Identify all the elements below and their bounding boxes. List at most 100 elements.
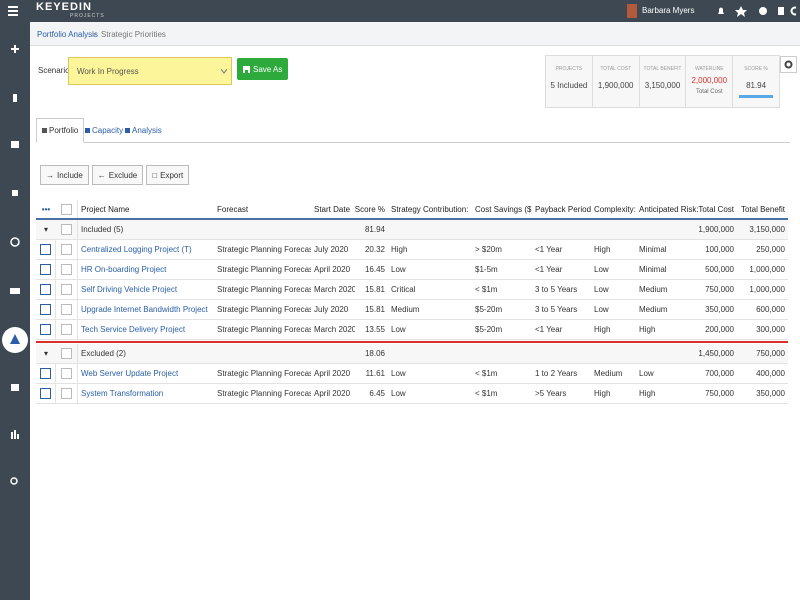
tab[interactable]: Analysis — [120, 118, 167, 143]
gear-icon — [781, 57, 796, 72]
table-header: •••Project NameForecastStart DateScore %… — [36, 200, 788, 220]
edit-button[interactable] — [36, 320, 56, 339]
action-button[interactable]: ←Exclude — [92, 165, 143, 185]
select-all-box[interactable] — [61, 204, 72, 215]
group-label: Included (5) — [78, 220, 214, 239]
row-checkbox[interactable] — [56, 260, 78, 279]
table-cell: < $1m — [472, 364, 532, 383]
table-cell: Strategic Planning Forecast — [214, 364, 311, 383]
table-cell: Medium — [636, 300, 698, 319]
edit-button[interactable] — [36, 384, 56, 403]
table-cell: <1 Year — [532, 260, 591, 279]
row-checkbox[interactable] — [56, 300, 78, 319]
table-cell: Low — [388, 364, 472, 383]
project-row: Upgrade Internet Bandwidth ProjectStrate… — [36, 300, 788, 320]
table-cell: <1 Year — [532, 240, 591, 259]
edit-button-box[interactable] — [40, 264, 51, 275]
tab-icon — [85, 128, 90, 133]
breadcrumb-link[interactable]: Portfolio Analysis — [37, 30, 98, 39]
tab[interactable]: Portfolio — [36, 118, 84, 143]
edit-button-box[interactable] — [40, 284, 51, 295]
table-cell: 100,000 — [698, 240, 737, 259]
score-bar — [739, 95, 773, 98]
button-label: Include — [57, 171, 83, 180]
project-row: HR On-boarding ProjectStrategic Planning… — [36, 260, 788, 280]
project-link[interactable]: HR On-boarding Project — [78, 260, 214, 279]
table-cell: High — [591, 320, 636, 339]
user-name[interactable]: Barbara Myers — [642, 6, 694, 15]
table-cell: < $1m — [472, 280, 532, 299]
button-label: Export — [160, 171, 183, 180]
project-link[interactable]: Centralized Logging Project (T) — [78, 240, 214, 259]
group-toggle[interactable]: ▾ — [36, 344, 56, 363]
table-cell: Medium — [636, 280, 698, 299]
summary-label: TOTAL BENEFIT — [640, 66, 686, 72]
row-checkbox-box[interactable] — [61, 304, 72, 315]
edit-button-box[interactable] — [40, 368, 51, 379]
edit-button[interactable] — [36, 240, 56, 259]
save-as-button[interactable]: Save As — [237, 58, 288, 80]
row-checkbox-box[interactable] — [61, 284, 72, 295]
edit-button-box[interactable] — [40, 388, 51, 399]
project-link[interactable]: Tech Service Delivery Project — [78, 320, 214, 339]
summary-value: 81.94 — [733, 81, 779, 90]
row-checkbox[interactable] — [56, 364, 78, 383]
top-icons[interactable] — [716, 5, 796, 17]
edit-button-box[interactable] — [40, 244, 51, 255]
settings-button[interactable] — [780, 56, 797, 73]
project-link[interactable]: Self Driving Vehicle Project — [78, 280, 214, 299]
column-menu[interactable]: ••• — [36, 200, 56, 218]
action-button[interactable]: □Export — [146, 165, 189, 185]
group-toggle[interactable]: ▾ — [36, 220, 56, 239]
table-cell: Low — [636, 364, 698, 383]
row-checkbox-box[interactable] — [61, 244, 72, 255]
project-link[interactable]: Upgrade Internet Bandwidth Project — [78, 300, 214, 319]
group-row: ▾Excluded (2)18.061,450,000750,000 — [36, 344, 788, 364]
row-checkbox[interactable] — [56, 280, 78, 299]
group-checkbox-box[interactable] — [61, 224, 72, 235]
summary-value: 3,150,000 — [640, 81, 686, 90]
sidebar-icons[interactable] — [0, 22, 30, 600]
table-cell: Minimal — [636, 260, 698, 279]
logo-sub: PROJECTS — [70, 13, 105, 19]
select-all[interactable] — [56, 200, 78, 218]
edit-button[interactable] — [36, 364, 56, 383]
column-header: Strategy Contribution: — [388, 200, 472, 218]
project-link[interactable]: System Transformation — [78, 384, 214, 403]
row-checkbox-box[interactable] — [61, 368, 72, 379]
table-cell: 700,000 — [698, 364, 737, 383]
menu-icon[interactable] — [8, 5, 20, 17]
group-checkbox[interactable] — [56, 220, 78, 239]
row-checkbox[interactable] — [56, 384, 78, 403]
table-cell: 200,000 — [698, 320, 737, 339]
column-header: Total Benefit — [737, 200, 788, 218]
table-cell: Critical — [388, 280, 472, 299]
table-cell: High — [388, 240, 472, 259]
edit-button[interactable] — [36, 260, 56, 279]
row-checkbox-box[interactable] — [61, 388, 72, 399]
table-cell: 250,000 — [737, 240, 788, 259]
row-checkbox[interactable] — [56, 320, 78, 339]
project-row: Web Server Update ProjectStrategic Plann… — [36, 364, 788, 384]
edit-button[interactable] — [36, 280, 56, 299]
table-cell: 15.81 — [355, 280, 388, 299]
row-checkbox[interactable] — [56, 240, 78, 259]
table-cell: Medium — [388, 300, 472, 319]
column-header: Score % — [355, 200, 388, 218]
table-cell: July 2020 — [311, 240, 355, 259]
table-cell: 600,000 — [737, 300, 788, 319]
project-link[interactable]: Web Server Update Project — [78, 364, 214, 383]
table-cell: 11.61 — [355, 364, 388, 383]
avatar[interactable] — [627, 4, 637, 18]
group-score: 18.06 — [355, 344, 388, 363]
row-checkbox-box[interactable] — [61, 264, 72, 275]
edit-button[interactable] — [36, 300, 56, 319]
group-checkbox-box[interactable] — [61, 348, 72, 359]
summary-cell: WATERLINE2,000,000Total Cost — [685, 56, 732, 107]
action-button[interactable]: →Include — [40, 165, 89, 185]
edit-button-box[interactable] — [40, 304, 51, 315]
scenario-select[interactable]: Work In Progress — [68, 57, 232, 85]
group-checkbox[interactable] — [56, 344, 78, 363]
row-checkbox-box[interactable] — [61, 324, 72, 335]
edit-button-box[interactable] — [40, 324, 51, 335]
